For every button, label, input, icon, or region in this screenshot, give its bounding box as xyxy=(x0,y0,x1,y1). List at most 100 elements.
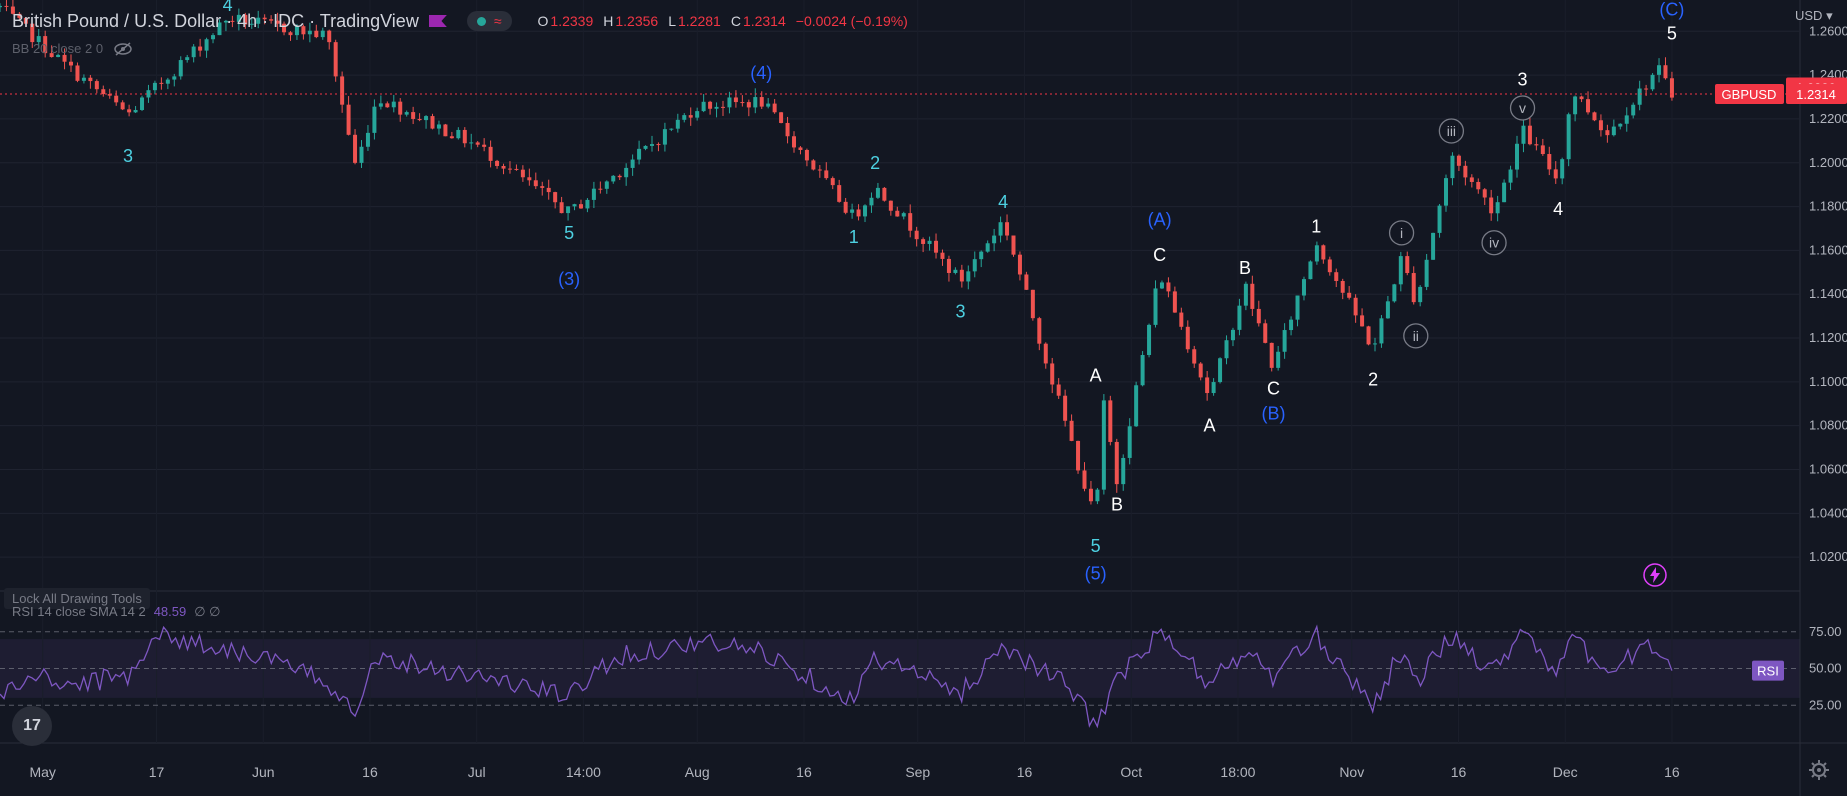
candle-body xyxy=(1088,488,1093,502)
candle-body xyxy=(1456,155,1461,166)
candle-body xyxy=(159,82,164,84)
candle-body xyxy=(346,104,351,135)
ohlc-values: O 1.2339 H 1.2356 L 1.2281 C 1.2314 −0.0024 … xyxy=(538,13,908,29)
wave-label-circle xyxy=(1388,220,1415,246)
candle-body xyxy=(301,26,306,35)
candle-body xyxy=(727,97,732,108)
candle-body xyxy=(1082,470,1087,489)
candle-body xyxy=(1586,99,1591,113)
candle-body xyxy=(165,79,170,84)
wave-label-circle xyxy=(1509,95,1536,121)
candle-body xyxy=(256,17,261,24)
tradingview-logo-icon[interactable]: 17 xyxy=(12,706,52,746)
candle-body xyxy=(940,252,945,259)
symbol-tag-bg xyxy=(1715,83,1784,104)
candle-body xyxy=(340,76,345,105)
candle-body xyxy=(695,111,700,118)
candle-body xyxy=(507,168,512,170)
candle-body xyxy=(1502,182,1507,203)
candle-body xyxy=(643,145,648,149)
candle-body xyxy=(979,251,984,260)
symbol-title[interactable]: British Pound / U.S. Dollar · 4h · IDC ·… xyxy=(12,10,419,31)
currency-selector[interactable]: USD ▾ xyxy=(1795,8,1833,23)
status-pill[interactable]: ≈ xyxy=(466,11,512,31)
candle-body xyxy=(630,159,635,168)
rsi-legend[interactable]: RSI 14 close SMA 14 2 48.59 ∅ ∅ xyxy=(12,604,221,620)
candle-body xyxy=(817,169,822,171)
bb-indicator-legend[interactable]: BB 20 close 2 0 xyxy=(12,41,133,56)
candle-body xyxy=(959,269,964,282)
candle-body xyxy=(746,102,751,108)
candle-body xyxy=(656,144,661,146)
candle-body xyxy=(372,106,377,133)
candle-body xyxy=(1598,120,1603,131)
candle-body xyxy=(1043,343,1048,364)
rsi-tag-bg xyxy=(1752,660,1784,681)
candle-body xyxy=(482,144,487,147)
wave-label-circle xyxy=(1403,323,1429,349)
candle-body xyxy=(1269,342,1274,368)
eye-hidden-icon[interactable] xyxy=(113,41,133,56)
lock-drawing-tooltip: Lock All Drawing Tools xyxy=(4,588,150,609)
candle-body xyxy=(1069,420,1074,441)
candle-body xyxy=(1205,377,1210,394)
candle-body xyxy=(1443,178,1448,206)
wave-label: 1 xyxy=(849,227,859,247)
candle-body xyxy=(101,89,106,95)
candle-body xyxy=(320,30,325,38)
candle-body xyxy=(708,101,713,109)
candle-body xyxy=(1327,259,1332,273)
candle-body xyxy=(998,222,1003,236)
candle-body xyxy=(1385,301,1390,319)
rsi-label: RSI 14 close SMA 14 2 xyxy=(12,604,146,619)
wave-label: 1 xyxy=(1311,216,1321,236)
candle-body xyxy=(1134,385,1139,427)
chart-header: British Pound / U.S. Dollar · 4h · IDC ·… xyxy=(12,9,908,33)
candle-body xyxy=(1398,256,1403,285)
gear-icon[interactable] xyxy=(1808,759,1830,781)
lightning-icon[interactable] xyxy=(1642,562,1668,588)
candle-body xyxy=(146,90,151,98)
candle-body xyxy=(901,213,906,217)
candle-body xyxy=(1515,143,1520,170)
candle-body xyxy=(120,102,125,110)
candle-body xyxy=(572,204,577,207)
candle-body xyxy=(1495,202,1500,214)
candle-body xyxy=(172,76,177,80)
candle-body xyxy=(1392,284,1397,302)
candle-body xyxy=(217,22,222,36)
candle-body xyxy=(107,94,112,96)
candle-body xyxy=(785,122,790,137)
candle-body xyxy=(1605,130,1610,136)
candle-body xyxy=(1159,282,1164,289)
candle-body xyxy=(1024,274,1029,290)
candle-body xyxy=(1566,114,1571,160)
candle-body xyxy=(1334,272,1339,281)
candle-body xyxy=(1411,273,1416,303)
candle-body xyxy=(94,81,99,90)
flag-icon[interactable] xyxy=(428,15,447,27)
candle-body xyxy=(1463,165,1468,178)
candle-body xyxy=(908,213,913,231)
candle-body xyxy=(914,230,919,240)
candle-body xyxy=(740,102,745,104)
price-tick-label: 1.2000 xyxy=(1809,155,1847,170)
rsi-tag-text: RSI xyxy=(1757,664,1779,679)
candle-body xyxy=(178,60,183,77)
price-tag-last: GBPUSD 1.2314 xyxy=(1715,83,1847,104)
candle-body xyxy=(598,188,603,190)
candle-body xyxy=(591,188,596,200)
price-tick-label: 1.2600 xyxy=(1809,23,1847,38)
candle-body xyxy=(1011,235,1016,255)
candle-body xyxy=(133,109,138,113)
candle-body xyxy=(669,128,674,130)
candle-body xyxy=(927,240,932,244)
candle-body xyxy=(62,54,67,62)
candle-body xyxy=(211,35,216,40)
candle-body xyxy=(488,146,493,161)
candle-body xyxy=(1540,145,1545,155)
candle-body xyxy=(495,160,500,166)
candle-body xyxy=(1560,159,1565,179)
rsi-extra: ∅ ∅ xyxy=(194,604,221,619)
